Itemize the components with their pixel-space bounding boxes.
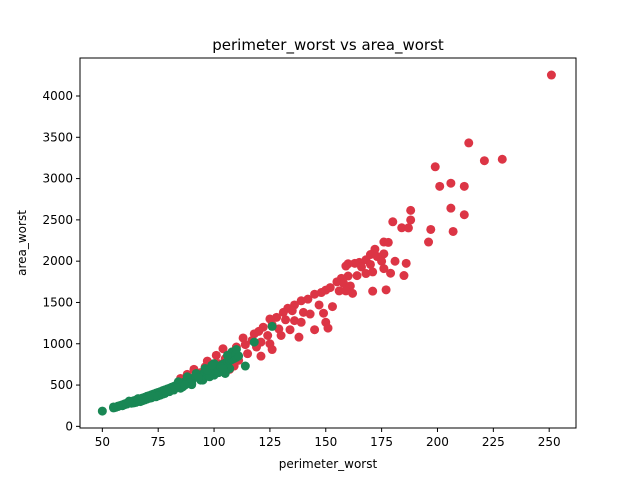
scatter-point-series-0 <box>368 286 378 296</box>
x-tick-label: 100 <box>203 435 226 449</box>
scatter-point-series-0 <box>305 309 315 319</box>
x-tick-label: 225 <box>482 435 505 449</box>
scatter-point-series-0 <box>406 205 416 215</box>
x-axis: 50 75 100 125 150 175 200 225 250 <box>95 428 561 449</box>
scatter-point-series-0 <box>399 271 409 281</box>
scatter-point-series-1 <box>124 396 134 406</box>
scatter-point-series-1 <box>218 364 228 374</box>
y-tick-label: 1500 <box>42 295 73 309</box>
y-tick-label: 3500 <box>42 130 73 144</box>
scatter-point-series-0 <box>357 262 367 272</box>
scatter-point-series-0 <box>426 224 436 234</box>
y-tick-label: 3000 <box>42 172 73 186</box>
scatter-point-series-1 <box>97 406 107 416</box>
scatter-point-series-1 <box>267 321 277 331</box>
x-tick-label: 50 <box>95 435 110 449</box>
x-tick-label: 125 <box>258 435 281 449</box>
points-layer <box>97 70 556 416</box>
scatter-point-series-0 <box>397 223 407 233</box>
y-tick-label: 2000 <box>42 254 73 268</box>
scatter-point-series-0 <box>310 289 320 299</box>
scatter-point-series-0 <box>430 162 440 172</box>
scatter-point-series-0 <box>319 308 329 318</box>
scatter-point-series-0 <box>278 307 288 317</box>
scatter-point-series-0 <box>352 271 362 281</box>
scatter-point-series-0 <box>381 285 391 295</box>
y-tick-label: 2500 <box>42 213 73 227</box>
scatter-point-series-0 <box>341 286 351 296</box>
scatter-point-series-0 <box>546 70 556 80</box>
scatter-point-series-1 <box>231 345 241 355</box>
y-axis-label: area_worst <box>15 210 29 276</box>
scatter-point-series-0 <box>285 325 295 335</box>
scatter-point-series-1 <box>133 394 143 404</box>
scatter-point-series-0 <box>361 269 371 279</box>
scatter-point-series-0 <box>323 323 333 333</box>
x-tick-label: 175 <box>370 435 393 449</box>
scatter-point-series-0 <box>240 340 250 350</box>
scatter-point-series-0 <box>296 317 306 327</box>
scatter-point-series-0 <box>298 307 308 317</box>
y-tick-label: 1000 <box>42 337 73 351</box>
plot-frame <box>79 57 577 429</box>
scatter-point-series-0 <box>446 203 456 213</box>
scatter-point-series-1 <box>207 360 217 370</box>
scatter-point-series-0 <box>218 344 228 354</box>
scatter-point-series-0 <box>459 210 469 220</box>
scatter-point-series-0 <box>276 331 286 340</box>
scatter-point-series-0 <box>459 181 469 191</box>
scatter-point-series-0 <box>406 215 416 225</box>
scatter-point-series-0 <box>334 286 344 296</box>
scatter-point-series-0 <box>403 223 413 233</box>
scatter-point-series-1 <box>240 361 250 371</box>
scatter-point-series-0 <box>424 237 434 247</box>
scatter-point-series-0 <box>281 315 291 325</box>
scatter-point-series-0 <box>310 325 320 335</box>
scatter-point-series-0 <box>296 296 306 306</box>
scatter-point-series-1 <box>225 364 235 374</box>
scatter-point-series-0 <box>314 300 324 310</box>
scatter-point-series-0 <box>365 259 375 269</box>
y-axis: 0 500 1000 1500 2000 2500 3000 3500 4000 <box>42 89 80 433</box>
x-tick-label: 150 <box>314 435 337 449</box>
scatter-point-series-0 <box>390 256 400 266</box>
scatter-point-series-0 <box>287 306 297 316</box>
scatter-point-series-1 <box>193 373 203 383</box>
scatter-point-series-0 <box>386 268 396 278</box>
scatter-point-series-0 <box>341 261 351 271</box>
scatter-point-series-0 <box>379 264 389 274</box>
scatter-point-series-0 <box>401 258 411 268</box>
scatter-point-series-0 <box>377 256 387 266</box>
scatter-point-series-0 <box>243 349 253 359</box>
scatter-point-series-0 <box>350 258 360 268</box>
x-axis-label: perimeter_worst <box>279 457 378 471</box>
scatter-point-series-1 <box>222 350 232 360</box>
scatter-point-series-0 <box>211 350 221 360</box>
y-tick-label: 500 <box>50 378 73 392</box>
scatter-point-series-0 <box>294 332 304 342</box>
x-tick-label: 200 <box>426 435 449 449</box>
y-tick-label: 0 <box>65 419 73 433</box>
y-tick-label: 4000 <box>42 89 73 103</box>
scatter-point-series-0 <box>435 181 445 191</box>
scatter-point-series-1 <box>180 380 190 390</box>
chart-title: perimeter_worst vs area_worst <box>212 36 444 55</box>
scatter-point-series-0 <box>256 351 266 361</box>
scatter-point-series-0 <box>446 178 456 188</box>
scatter-point-series-0 <box>388 217 398 227</box>
scatter-point-series-0 <box>497 154 507 164</box>
scatter-point-series-0 <box>267 345 277 355</box>
scatter-point-series-0 <box>263 331 273 340</box>
scatter-point-series-0 <box>479 156 489 166</box>
scatter-point-series-1 <box>109 402 119 412</box>
scatter-point-series-0 <box>464 138 474 148</box>
x-tick-label: 75 <box>151 435 166 449</box>
x-tick-label: 250 <box>538 435 561 449</box>
scatter-point-series-0 <box>383 237 393 247</box>
scatter-point-series-0 <box>327 302 337 312</box>
scatter-point-series-0 <box>448 226 458 236</box>
scatter-point-series-1 <box>249 337 259 347</box>
